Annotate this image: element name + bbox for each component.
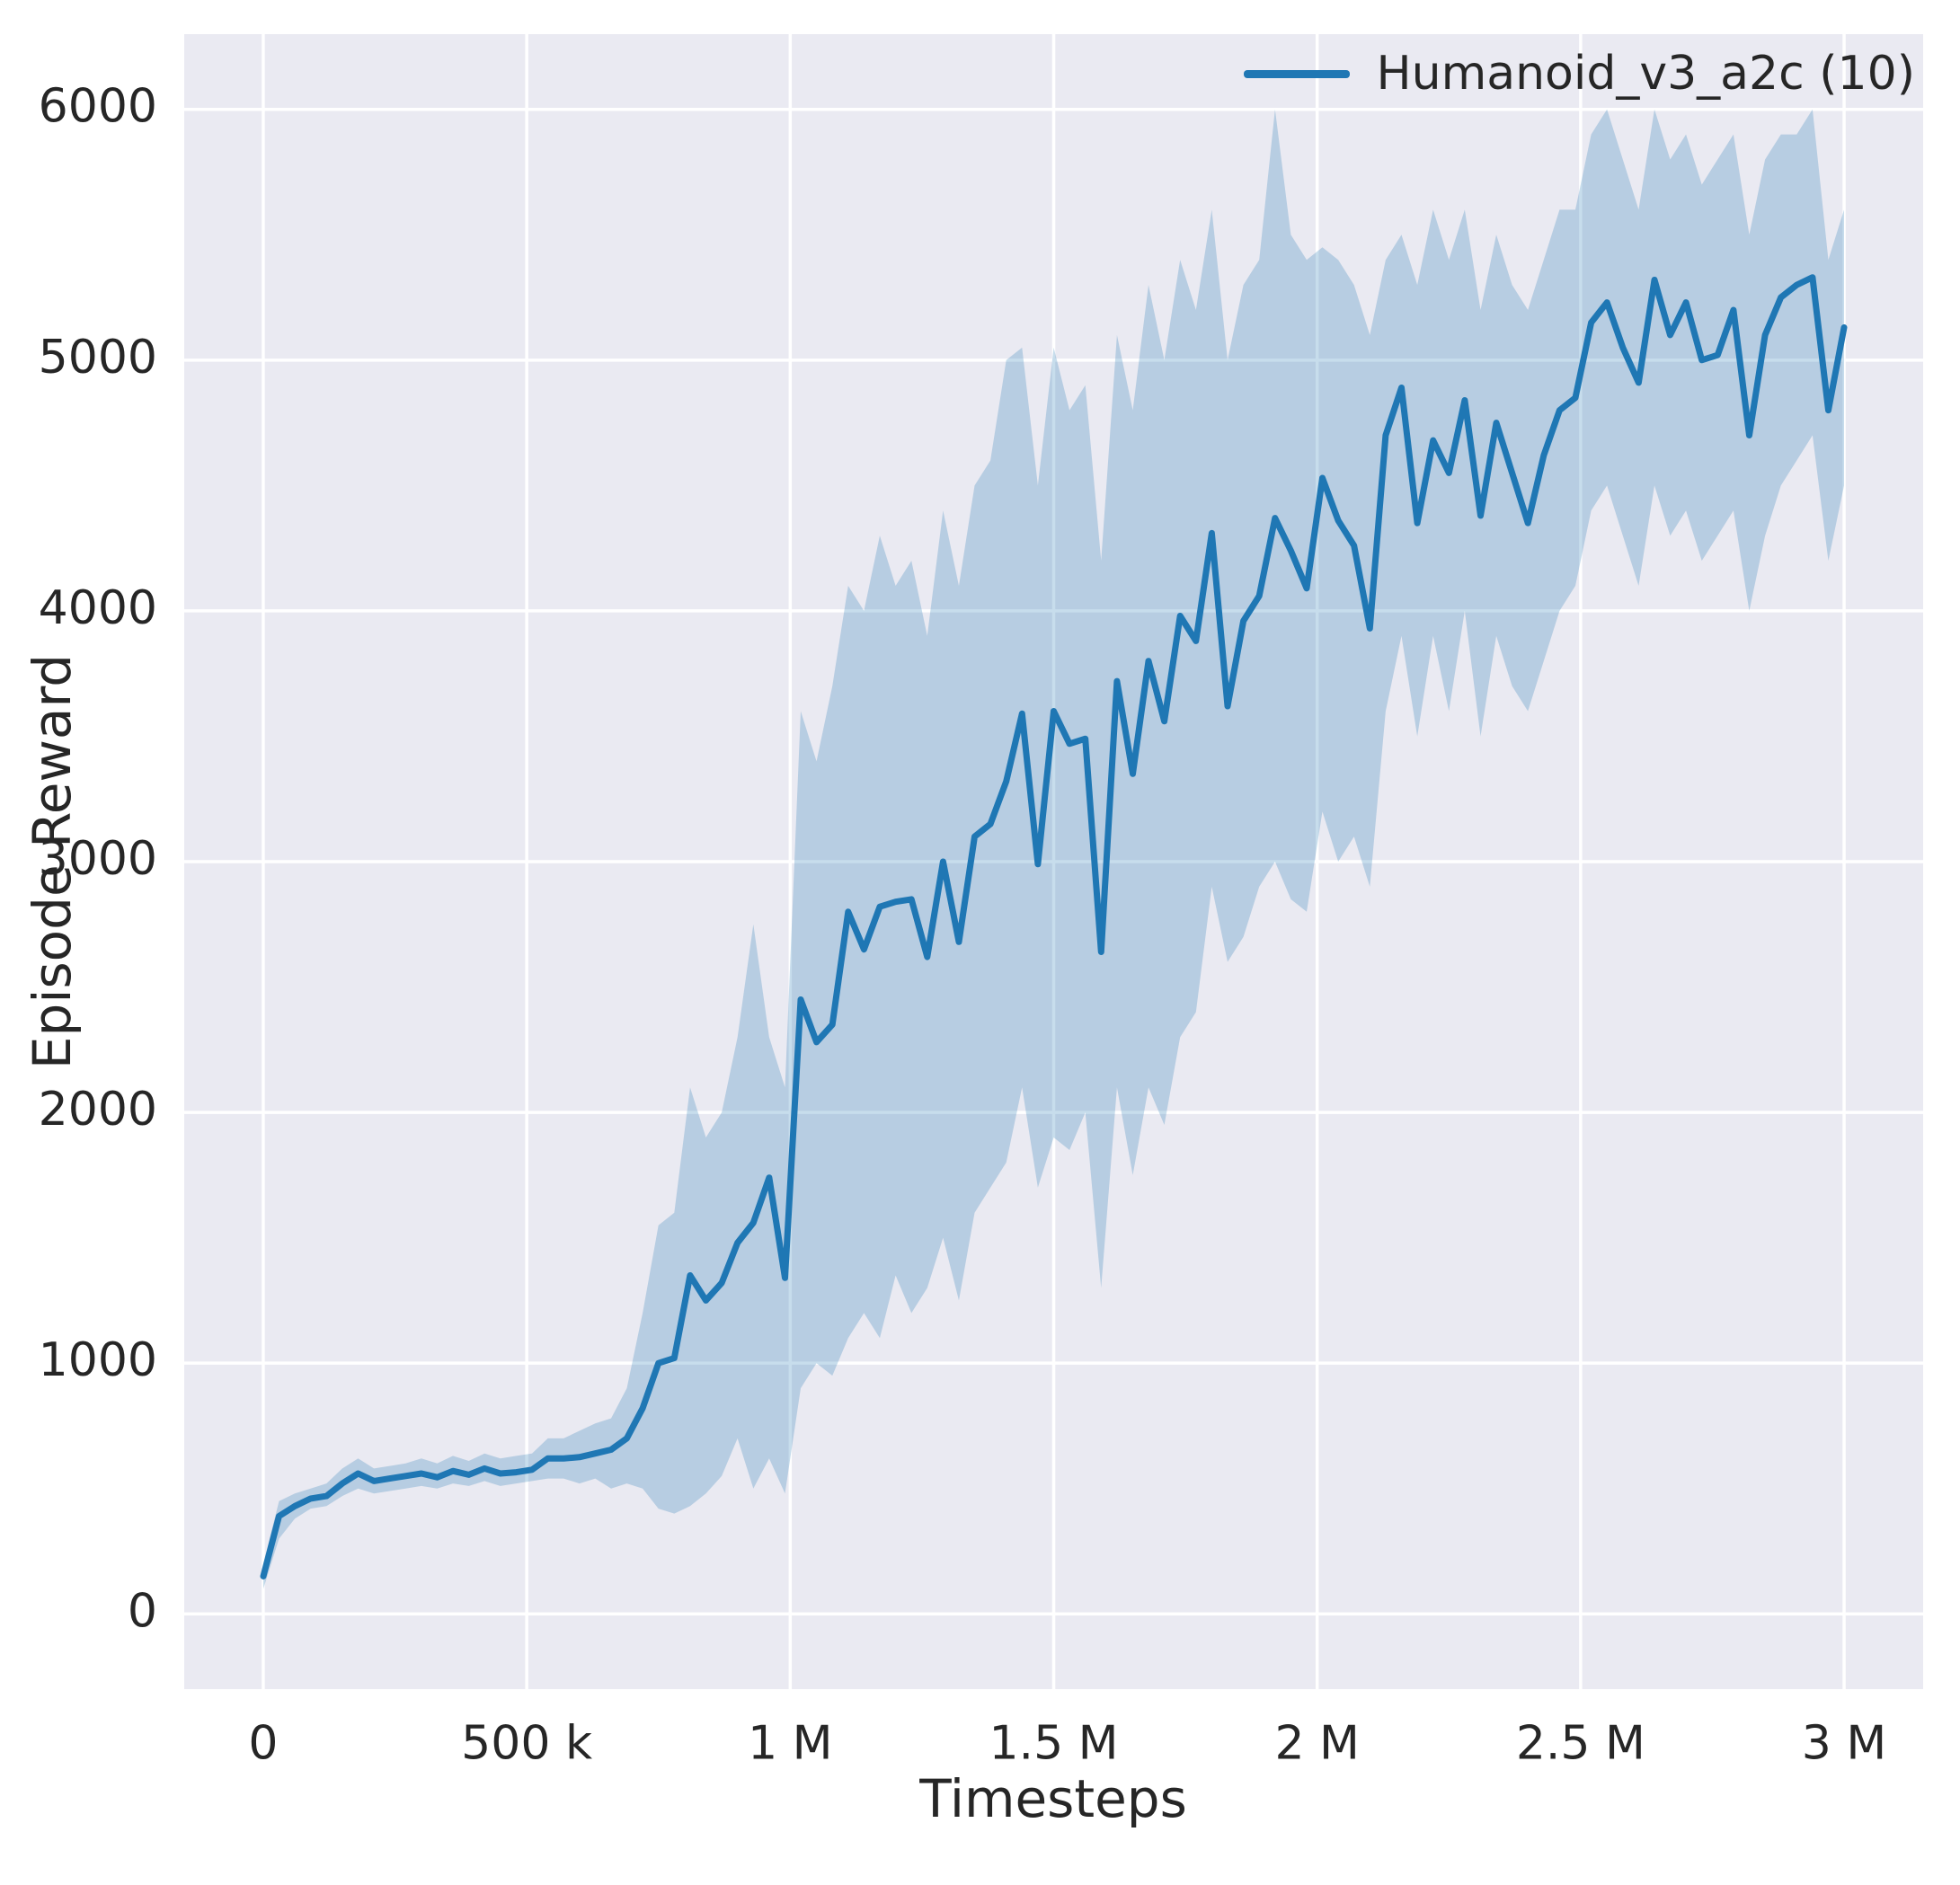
x-axis-label: Timesteps xyxy=(919,1768,1187,1829)
legend: Humanoid_v3_a2c (10) xyxy=(1243,47,1915,101)
x-tick-label: 1 M xyxy=(748,1717,832,1771)
x-tick-label: 500 k xyxy=(461,1717,592,1771)
series-line xyxy=(260,274,1848,1580)
legend-line-swatch xyxy=(1243,69,1350,78)
confidence-band xyxy=(263,109,1844,1589)
y-tick-label: 5000 xyxy=(39,331,157,385)
x-tick-label: 3 M xyxy=(1802,1717,1886,1771)
x-tick-label: 1.5 M xyxy=(989,1717,1118,1771)
y-tick-label: 4000 xyxy=(39,581,157,635)
x-tick-label: 2 M xyxy=(1274,1717,1359,1771)
y-tick-label: 0 xyxy=(128,1584,157,1638)
y-tick-label: 2000 xyxy=(39,1083,157,1137)
y-axis-label: Episode Reward xyxy=(22,653,83,1070)
x-tick-label: 2.5 M xyxy=(1516,1717,1645,1771)
y-tick-label: 1000 xyxy=(39,1333,157,1387)
y-tick-label: 6000 xyxy=(39,80,157,134)
x-tick-label: 0 xyxy=(248,1717,278,1771)
y-tick-label: 3000 xyxy=(39,832,157,886)
legend-series-label: Humanoid_v3_a2c (10) xyxy=(1376,47,1915,101)
